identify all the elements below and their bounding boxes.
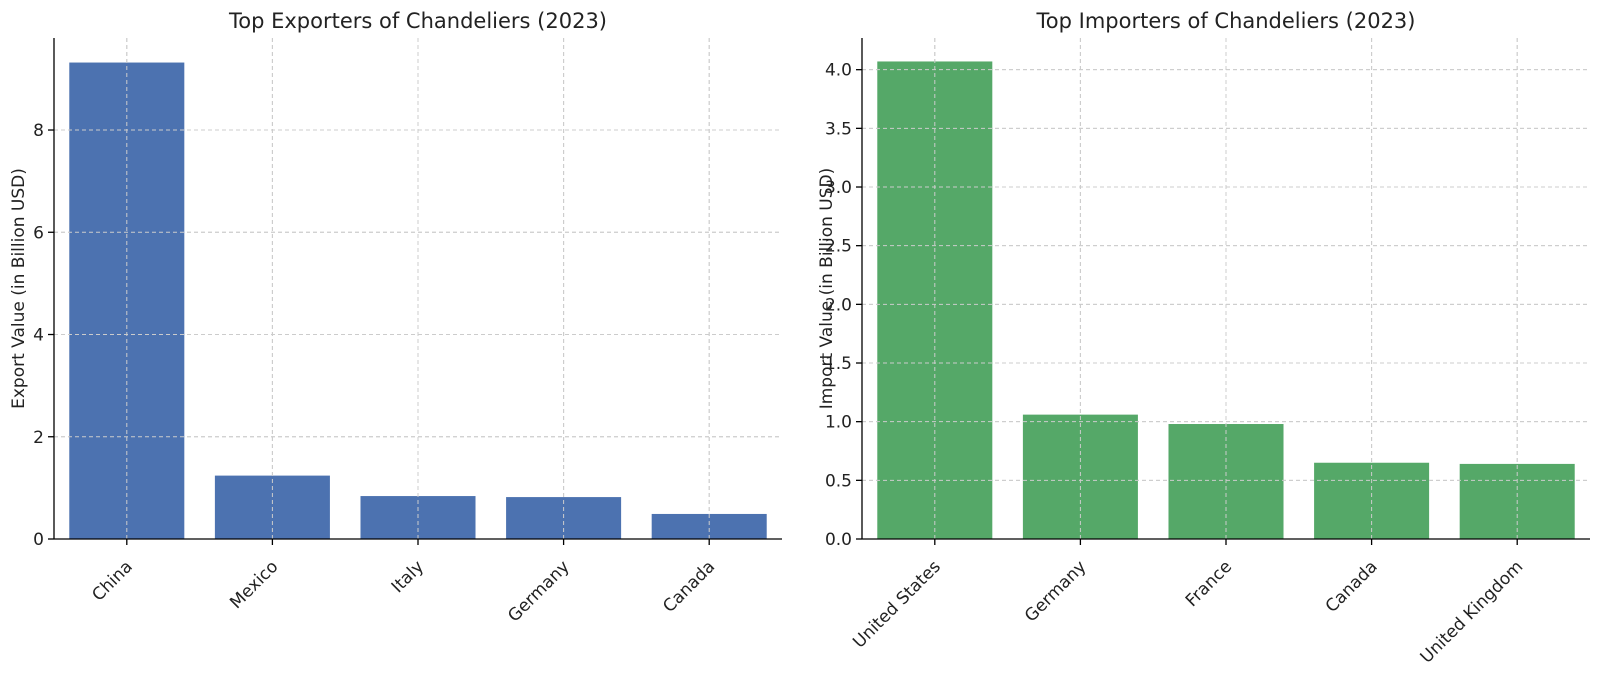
chart-panel-1: 0 2 4 6 8 China Mexico Italy Germany Canada Top Ex…: [9, 9, 782, 626]
y-axis-label: Import Value (in Billion USD): [817, 168, 837, 410]
y-tick-label: 1.0: [825, 413, 852, 433]
x-tick-label: Germany: [1021, 557, 1090, 626]
y-tick-label: 1.5: [825, 354, 852, 374]
y-tick-label: 2.5: [825, 237, 852, 257]
x-tick-label: Italy: [388, 557, 428, 597]
bar-canada: [651, 513, 767, 539]
x-tick-label: Canada: [659, 557, 719, 617]
x-tick-label: China: [88, 557, 136, 605]
x-tick-label: Germany: [504, 557, 573, 626]
x-tick-label: Mexico: [226, 557, 282, 613]
y-tick-label: 0.5: [825, 471, 852, 491]
y-tick-label: 4.0: [825, 61, 852, 81]
y-tick-label: 6: [33, 223, 44, 243]
x-tick-label: United Kingdom: [1417, 557, 1528, 668]
y-tick-label: 0.0: [825, 530, 852, 550]
y-tick-label: 0: [33, 530, 44, 550]
chart-title: Top Exporters of Chandeliers (2023): [228, 9, 607, 33]
x-tick-label: Canada: [1322, 557, 1382, 617]
bar-germany: [1022, 414, 1138, 539]
bar-germany: [506, 497, 622, 539]
y-tick-label: 3.0: [825, 178, 852, 198]
y-tick-label: 3.5: [825, 119, 852, 139]
x-tick-label: France: [1182, 557, 1236, 611]
y-tick-label: 4: [33, 326, 44, 346]
chart-title: Top Importers of Chandeliers (2023): [1036, 9, 1416, 33]
chart-panel-2: 0.0 0.5 1.0 1.5 2.0 2.5 3.0 3.5 4.0 United States…: [817, 9, 1590, 668]
y-tick-label: 2.0: [825, 295, 852, 315]
x-tick-label: United States: [849, 557, 945, 653]
y-tick-label: 2: [33, 428, 44, 448]
y-tick-label: 8: [33, 121, 44, 141]
y-axis-label: Export Value (in Billion USD): [9, 168, 29, 409]
